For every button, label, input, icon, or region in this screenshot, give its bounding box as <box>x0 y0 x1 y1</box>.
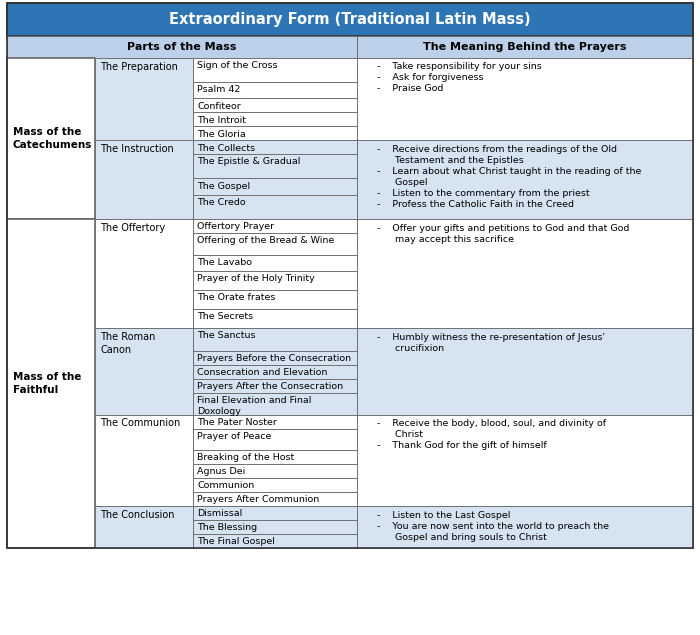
Text: -    Listen to the Last Gospel
    -    You are now sent into the world to preac: - Listen to the Last Gospel - You are no… <box>365 511 610 542</box>
Text: Consecration and Elevation: Consecration and Elevation <box>197 368 328 377</box>
Bar <box>94 415 192 506</box>
Bar <box>193 520 357 534</box>
Text: The Preparation: The Preparation <box>100 62 178 72</box>
Bar <box>193 309 357 328</box>
Text: -    Humbly witness the re-presentation of Jesus'
          crucifixion: - Humbly witness the re-presentation of … <box>365 333 606 353</box>
Text: Sign of the Cross: Sign of the Cross <box>197 61 278 70</box>
Bar <box>7 58 94 219</box>
Text: The Secrets: The Secrets <box>197 312 253 321</box>
Bar <box>193 415 357 429</box>
Text: Mass of the
Faithful: Mass of the Faithful <box>13 372 81 395</box>
Bar <box>193 195 357 219</box>
Bar <box>193 450 357 464</box>
Bar <box>193 98 357 112</box>
Bar <box>193 233 357 255</box>
Text: Offertory Prayer: Offertory Prayer <box>197 222 274 231</box>
Bar <box>7 3 693 548</box>
Bar <box>193 126 357 140</box>
Bar <box>94 140 192 219</box>
Text: Offering of the Bread & Wine: Offering of the Bread & Wine <box>197 236 335 245</box>
Text: The Roman
Canon: The Roman Canon <box>100 332 155 354</box>
Bar <box>193 478 357 492</box>
Text: The Conclusion: The Conclusion <box>100 510 174 520</box>
Bar <box>357 140 693 219</box>
Bar <box>193 219 357 233</box>
Bar <box>357 415 693 506</box>
Bar <box>94 328 192 415</box>
Bar <box>7 3 693 36</box>
Text: The Gloria: The Gloria <box>197 130 246 138</box>
Bar <box>193 506 357 520</box>
Text: -    Receive directions from the readings of the Old
          Testament and the: - Receive directions from the readings o… <box>365 145 642 210</box>
Bar <box>357 58 693 140</box>
Text: Breaking of the Host: Breaking of the Host <box>197 453 295 462</box>
Text: The Pater Noster: The Pater Noster <box>197 418 277 427</box>
Text: The Sanctus: The Sanctus <box>197 331 256 340</box>
Text: The Epistle & Gradual: The Epistle & Gradual <box>197 157 301 166</box>
Bar <box>193 393 357 415</box>
Bar <box>193 178 357 195</box>
Bar <box>193 429 357 450</box>
Text: The Credo: The Credo <box>197 198 246 207</box>
Text: Psalm 42: Psalm 42 <box>197 85 241 94</box>
Text: -    Take responsibility for your sins
    -    Ask for forgiveness
    -    Pra: - Take responsibility for your sins - As… <box>365 62 542 93</box>
Bar <box>193 534 357 548</box>
Text: Mass of the
Catechumens: Mass of the Catechumens <box>13 127 92 150</box>
Bar <box>94 219 192 328</box>
Text: Final Elevation and Final
Doxology: Final Elevation and Final Doxology <box>197 396 312 417</box>
Text: Parts of the Mass: Parts of the Mass <box>127 42 237 52</box>
Text: The Lavabo: The Lavabo <box>197 258 253 267</box>
Text: Agnus Dei: Agnus Dei <box>197 467 246 476</box>
Bar <box>193 351 357 365</box>
Bar <box>193 464 357 478</box>
Text: The Introit: The Introit <box>197 116 246 124</box>
Bar <box>193 492 357 506</box>
Text: -    Receive the body, blood, soul, and divinity of
          Christ
    -    Th: - Receive the body, blood, soul, and div… <box>365 419 606 450</box>
Text: Extraordinary Form (Traditional Latin Mass): Extraordinary Form (Traditional Latin Ma… <box>169 12 531 27</box>
Bar <box>193 328 357 351</box>
Bar <box>94 58 192 140</box>
Bar <box>193 290 357 309</box>
Text: The Blessing: The Blessing <box>197 523 258 532</box>
Bar <box>193 82 357 98</box>
Bar <box>193 365 357 379</box>
Text: Communion: Communion <box>197 481 255 490</box>
Text: The Offertory: The Offertory <box>100 223 165 233</box>
Text: The Final Gospel: The Final Gospel <box>197 537 275 546</box>
Bar <box>357 36 693 58</box>
Text: Prayers After Communion: Prayers After Communion <box>197 495 320 504</box>
Text: Prayer of the Holy Trinity: Prayer of the Holy Trinity <box>197 274 315 283</box>
Text: The Instruction: The Instruction <box>100 144 174 154</box>
Bar <box>193 58 357 82</box>
Bar <box>193 271 357 290</box>
Text: Confiteor: Confiteor <box>197 102 241 110</box>
Bar <box>357 506 693 548</box>
Bar <box>193 154 357 178</box>
Text: The Meaning Behind the Prayers: The Meaning Behind the Prayers <box>424 42 626 52</box>
Bar <box>94 506 192 548</box>
Text: -    Offer your gifts and petitions to God and that God
          may accept thi: - Offer your gifts and petitions to God … <box>365 224 630 244</box>
Text: The Orate frates: The Orate frates <box>197 293 276 302</box>
Text: Prayers After the Consecration: Prayers After the Consecration <box>197 382 344 391</box>
Text: Dismissal: Dismissal <box>197 509 243 518</box>
Bar <box>357 328 693 415</box>
Text: Prayer of Peace: Prayer of Peace <box>197 432 272 441</box>
Bar <box>193 255 357 271</box>
Text: Prayers Before the Consecration: Prayers Before the Consecration <box>197 354 351 363</box>
Bar <box>7 219 94 548</box>
Bar <box>193 112 357 126</box>
Text: The Gospel: The Gospel <box>197 182 251 190</box>
Text: The Collects: The Collects <box>197 144 256 152</box>
Bar <box>193 379 357 393</box>
Text: The Communion: The Communion <box>100 418 181 429</box>
Bar <box>193 140 357 154</box>
Bar <box>357 219 693 328</box>
Bar <box>7 36 357 58</box>
